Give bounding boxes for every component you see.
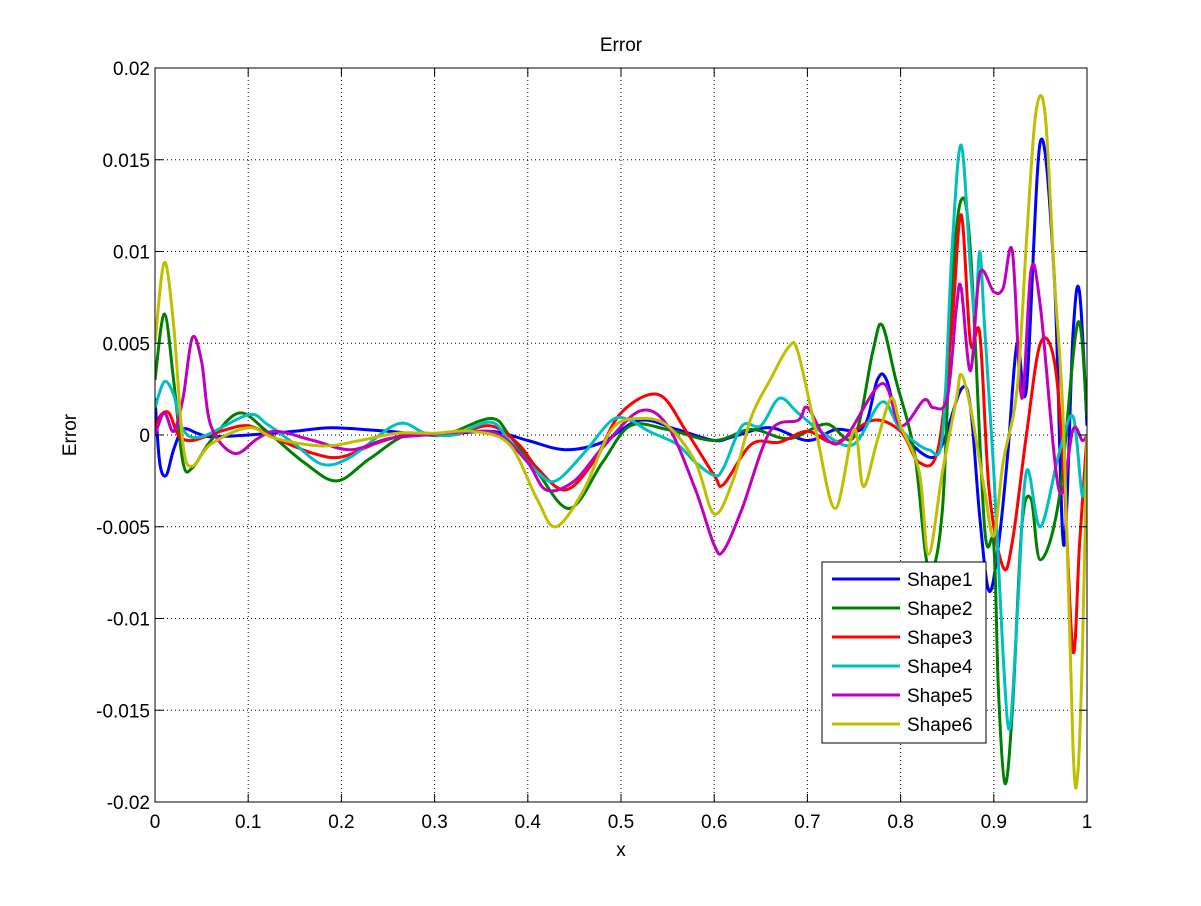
legend-label: Shape6: [907, 715, 973, 736]
y-tick-label: 0.015: [102, 151, 150, 172]
legend-label: Shape5: [907, 686, 973, 707]
series-line-shape6: [155, 94, 1087, 790]
x-tick-label: 0.3: [421, 812, 447, 833]
legend-label: Shape2: [907, 599, 973, 620]
x-tick-label: 0.2: [328, 812, 354, 833]
y-tick-label: 0.005: [102, 334, 150, 355]
y-tick-labels: -0.02 -0.015 -0.01 -0.005 0 0.005 0.01 0.015 0.0…: [96, 59, 150, 814]
series-lines: [155, 94, 1087, 790]
tick-marks: [154, 67, 1088, 803]
legend-box: [821, 561, 987, 744]
x-tick-label: 0.8: [887, 812, 913, 833]
x-axis-label: x: [616, 840, 626, 861]
legend: Shape1 Shape2 Shape3 Shape4 Shape5 Shape6: [821, 561, 987, 744]
x-tick-label: 0.1: [235, 812, 261, 833]
y-axis-label: Error: [60, 413, 81, 456]
y-tick-label: 0.02: [113, 59, 150, 80]
legend-label: Shape1: [907, 570, 973, 591]
x-tick-labels: 0 0.1 0.2 0.3 0.4 0.5 0.6 0.7 0.8 0.9 1: [150, 812, 1093, 833]
y-tick-label: -0.02: [107, 793, 150, 814]
x-tick-label: 1: [1082, 812, 1093, 833]
y-tick-label: -0.005: [96, 518, 150, 539]
x-tick-label: 0: [150, 812, 161, 833]
y-tick-label: -0.015: [96, 701, 150, 722]
x-tick-label: 0.4: [515, 812, 542, 833]
series-line-shape5: [155, 246, 1087, 556]
series-line-shape4: [155, 143, 1087, 731]
x-tick-label: 0.5: [608, 812, 634, 833]
series-line-shape2: [155, 196, 1087, 786]
y-tick-label: -0.01: [107, 610, 150, 631]
y-tick-label: 0: [139, 426, 150, 447]
x-tick-label: 0.6: [701, 812, 727, 833]
series-line-shape3: [155, 213, 1087, 655]
y-tick-label: 0.01: [113, 243, 150, 264]
legend-label: Shape3: [907, 628, 973, 649]
legend-label: Shape4: [907, 657, 973, 678]
x-tick-label: 0.7: [794, 812, 820, 833]
chart-title: Error: [600, 35, 643, 56]
x-tick-label: 0.9: [981, 812, 1007, 833]
